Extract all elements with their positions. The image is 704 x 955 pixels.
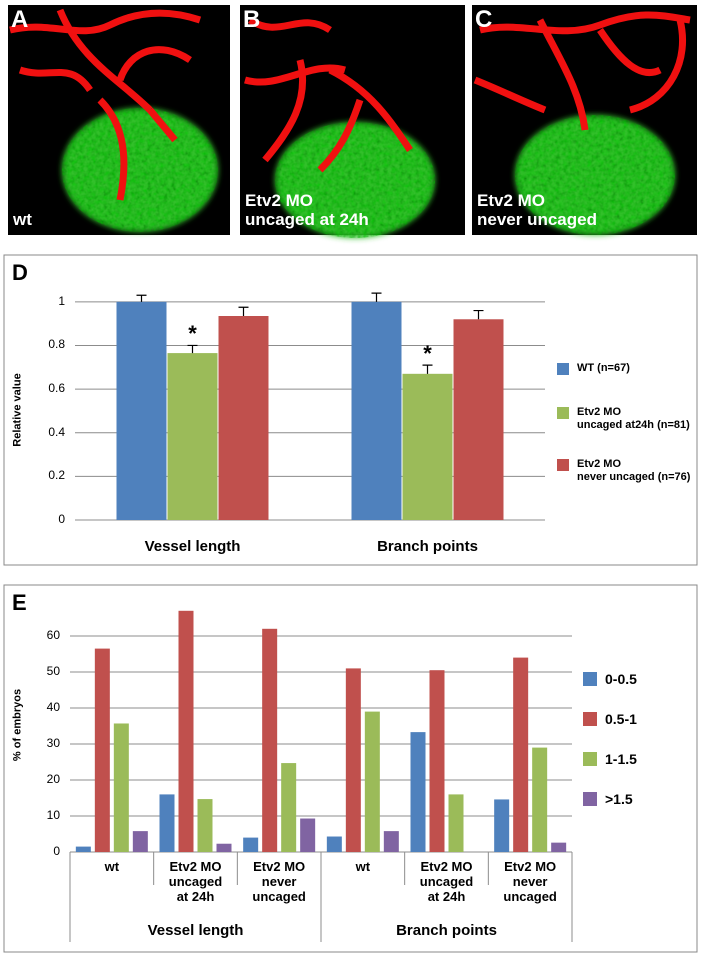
legend-label: >1.5 [605, 791, 633, 807]
error-bar [187, 344, 198, 354]
bar [75, 846, 91, 852]
panel-label: Etv2 MO never uncaged [477, 190, 597, 230]
error-bar [473, 309, 484, 320]
bar [429, 670, 445, 852]
bar [159, 794, 175, 852]
x-tick-label: Etv2 MO never uncaged [252, 859, 306, 904]
panel-label: Etv2 MO uncaged at 24h [245, 190, 369, 230]
x-tick-label: wt [104, 859, 120, 874]
bar [551, 842, 567, 852]
legend-swatch [583, 712, 597, 726]
panel-letter: B [243, 6, 261, 33]
y-axis-label: % of embryos [11, 688, 24, 762]
y-tick-label: 0.2 [48, 468, 65, 483]
group-label: Vessel length [147, 922, 244, 939]
legend-swatch [557, 363, 569, 375]
x-tick-label: Vessel length [144, 538, 241, 555]
x-tick-label: Etv2 MO uncaged at 24h [168, 859, 223, 904]
y-tick-label: 0 [53, 844, 60, 858]
image-b [240, 5, 465, 238]
significance-marker: * [423, 341, 432, 367]
bar [218, 316, 269, 520]
bar [116, 301, 167, 520]
bar [132, 831, 148, 852]
y-tick-label: 50 [46, 664, 60, 678]
y-tick-label: 0.4 [48, 424, 65, 439]
panel-letter: C [475, 6, 493, 33]
bar [262, 628, 278, 852]
y-tick-label: 30 [46, 736, 60, 750]
legend-label: 0.5-1 [605, 711, 637, 727]
bar [113, 723, 129, 852]
y-tick-label: 0.8 [48, 337, 65, 352]
x-tick-label: wt [355, 859, 371, 874]
bar [197, 799, 213, 852]
error-bar [422, 364, 433, 374]
bar [513, 657, 529, 852]
legend-swatch [557, 459, 569, 471]
bar [167, 353, 218, 520]
x-tick-label: Etv2 MO uncaged at 24h [419, 859, 474, 904]
significance-marker: * [188, 321, 197, 347]
bar [448, 794, 464, 852]
error-bar [136, 294, 147, 302]
bar [178, 610, 194, 852]
chart-frame [3, 254, 698, 566]
bar [326, 836, 342, 852]
y-tick-label: 20 [46, 772, 60, 786]
legend-swatch [583, 752, 597, 766]
y-axis-label: Relative value [11, 373, 24, 447]
legend-label: WT (n=67) [577, 362, 630, 374]
y-tick-label: 0 [58, 512, 65, 526]
legend-label: 0-0.5 [605, 671, 637, 687]
panel-letter: D [12, 260, 28, 285]
bar [243, 837, 259, 852]
y-tick-label: 40 [46, 700, 60, 714]
bar [383, 831, 399, 852]
bar [453, 319, 504, 520]
bar [345, 668, 361, 852]
bar [364, 711, 380, 852]
legend-label: Etv2 MO uncaged at24h (n=81) [577, 406, 690, 431]
chart-frame [3, 584, 698, 953]
legend-swatch [557, 407, 569, 419]
bar [351, 301, 402, 520]
image-a [8, 5, 230, 235]
y-tick-label: 0.6 [48, 381, 65, 396]
panel-letter: E [12, 590, 27, 615]
error-bar [238, 306, 249, 316]
x-tick-label: Branch points [377, 538, 478, 555]
image-c [472, 5, 697, 235]
bar [410, 732, 426, 852]
legend-swatch [583, 792, 597, 806]
y-tick-label: 60 [46, 628, 60, 642]
bar [494, 799, 510, 852]
y-tick-label: 1 [58, 293, 65, 308]
legend-label: 1-1.5 [605, 751, 637, 767]
bar [281, 763, 297, 852]
bar [532, 747, 548, 852]
y-tick-label: 10 [46, 808, 60, 822]
error-bar [371, 292, 382, 302]
group-label: Branch points [396, 922, 497, 939]
x-tick-label: Etv2 MO never uncaged [503, 859, 557, 904]
panel-label: wt [13, 210, 32, 230]
bar [216, 843, 232, 852]
bar [300, 818, 316, 852]
bar [402, 373, 453, 520]
legend-swatch [583, 672, 597, 686]
bar [94, 648, 110, 852]
legend-label: Etv2 MO never uncaged (n=76) [577, 458, 691, 483]
panel-letter: A [11, 6, 29, 33]
